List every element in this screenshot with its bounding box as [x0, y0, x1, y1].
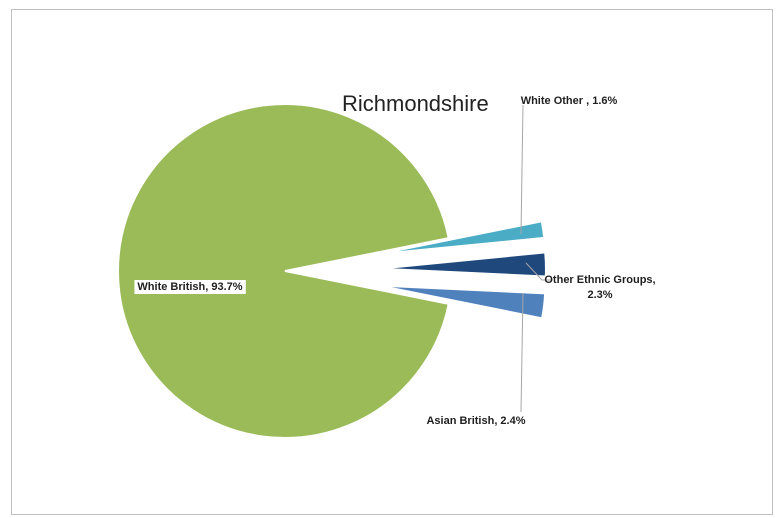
- chart-area: Richmondshire White British, 93.7% White …: [11, 9, 773, 515]
- svg-text:White British, 93.7%: White British, 93.7%: [137, 281, 242, 293]
- pie-slice-asian-british: [378, 284, 547, 320]
- leader-line-white-other: [520, 104, 524, 235]
- pie-slice-other-ethnic-groups: [378, 251, 547, 278]
- data-label-white-other: White Other , 1.6%: [521, 95, 618, 107]
- data-label-asian-british: Asian British, 2.4%: [426, 415, 525, 427]
- leader-line-asian-british: [520, 292, 524, 413]
- data-label-other-ethnic-groups: Other Ethnic Groups, 2.3%: [544, 274, 655, 301]
- pie-slice-white-other: [377, 220, 546, 256]
- svg-text:Other Ethnic Groups,2.3%: Other Ethnic Groups, 2.3%: [544, 274, 655, 301]
- svg-text:Asian British, 2.4%: Asian British, 2.4%: [426, 415, 525, 427]
- leader-line-other-ethnic-groups: [525, 262, 552, 281]
- chart-title: Richmondshire: [342, 91, 489, 116]
- pie-chart: Richmondshire White British, 93.7% White …: [117, 91, 656, 439]
- data-label-white-british: White British, 93.7%: [134, 280, 246, 294]
- svg-text:White Other , 1.6%: White Other , 1.6%: [521, 95, 618, 107]
- pie-slice-white-british: [117, 103, 450, 439]
